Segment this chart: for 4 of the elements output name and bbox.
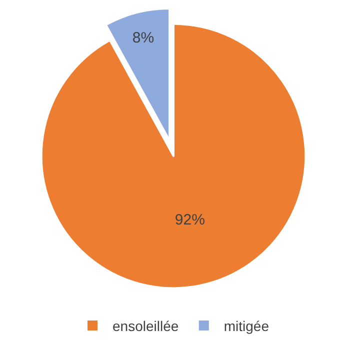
data-label: 8%: [132, 30, 154, 47]
legend-label: mitigée: [224, 318, 270, 334]
data-label: 92%: [174, 211, 205, 228]
legend-label: ensoleillée: [112, 318, 179, 334]
